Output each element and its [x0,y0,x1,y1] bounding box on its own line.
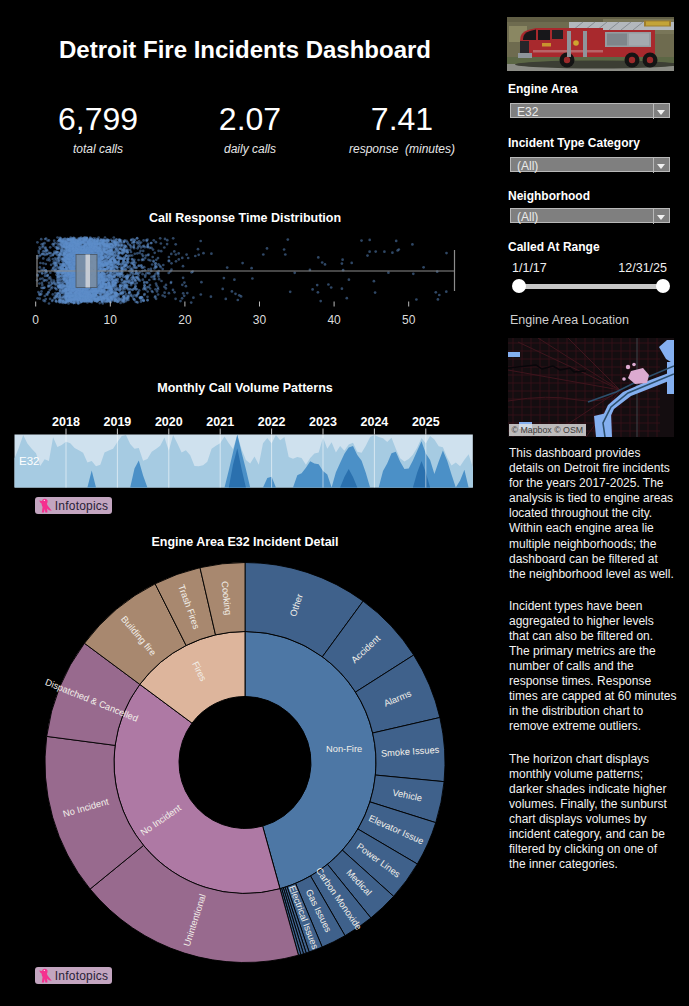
svg-text:2023: 2023 [309,415,337,429]
svg-text:20: 20 [178,313,192,327]
svg-text:Non-Fire: Non-Fire [326,744,362,754]
svg-text:10: 10 [104,313,118,327]
svg-text:2021: 2021 [206,415,234,429]
svg-text:2022: 2022 [258,415,286,429]
svg-text:40: 40 [327,313,341,327]
svg-text:2025: 2025 [412,415,440,429]
svg-text:30: 30 [253,313,267,327]
svg-text:2024: 2024 [360,415,388,429]
svg-text:E32: E32 [19,455,39,467]
svg-text:© Mapbox © OSM: © Mapbox © OSM [512,425,584,435]
svg-text:2020: 2020 [155,415,183,429]
svg-text:0: 0 [32,313,39,327]
svg-text:2018: 2018 [52,415,80,429]
svg-text:50: 50 [402,313,416,327]
svg-text:2019: 2019 [103,415,131,429]
